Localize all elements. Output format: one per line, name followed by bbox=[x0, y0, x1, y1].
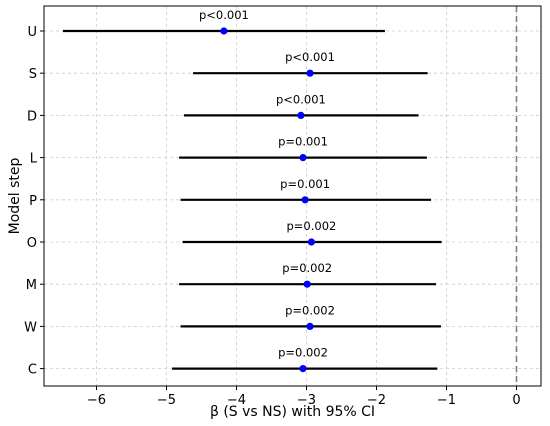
plot-frame bbox=[43, 5, 542, 387]
axis-layer: −6 −5 −4 −3 −2 −1 0 U S D L P O M W C bbox=[24, 25, 521, 408]
x-tick-label: −1 bbox=[437, 393, 456, 408]
y-tick-label: C bbox=[28, 363, 37, 378]
estimate-point bbox=[306, 322, 314, 330]
estimate-point bbox=[297, 111, 305, 119]
estimate-point bbox=[306, 69, 314, 77]
y-tick-label: P bbox=[29, 194, 37, 209]
x-tick-label: 0 bbox=[512, 393, 520, 408]
y-tick-label: M bbox=[26, 278, 37, 293]
p-value-label: p=0.002 bbox=[278, 346, 328, 360]
y-tick-label: S bbox=[29, 67, 37, 82]
estimate-point bbox=[220, 27, 228, 35]
data-layer: p<0.001 p<0.001 p<0.001 p=0.001 p=0.001 p=0.0… bbox=[62, 8, 442, 373]
x-tick-label: −2 bbox=[367, 393, 386, 408]
y-tick-label: O bbox=[27, 236, 37, 251]
p-value-label: p<0.001 bbox=[199, 8, 249, 22]
p-value-label: p=0.001 bbox=[280, 177, 330, 191]
estimate-point bbox=[299, 365, 307, 373]
estimate-point bbox=[303, 280, 311, 288]
estimate-point bbox=[307, 238, 315, 246]
p-value-label: p=0.002 bbox=[282, 261, 332, 275]
y-axis-title: Model step bbox=[7, 158, 23, 235]
y-tick-label: L bbox=[30, 152, 38, 167]
estimate-point bbox=[301, 196, 309, 204]
p-value-label: p=0.002 bbox=[285, 303, 335, 317]
x-tick-label: −4 bbox=[227, 393, 246, 408]
estimate-point bbox=[299, 154, 307, 162]
y-tick-label: U bbox=[27, 25, 37, 40]
p-value-label: p<0.001 bbox=[285, 50, 335, 64]
p-value-label: p=0.001 bbox=[278, 135, 328, 149]
x-tick-label: −5 bbox=[157, 393, 176, 408]
x-tick-label: −6 bbox=[87, 393, 106, 408]
p-value-label: p=0.002 bbox=[286, 219, 336, 233]
y-tick-label: D bbox=[27, 109, 37, 124]
x-tick-label: −3 bbox=[297, 393, 316, 408]
p-value-label: p<0.001 bbox=[276, 92, 326, 106]
y-tick-label: W bbox=[24, 320, 37, 335]
x-axis-title: β (S vs NS) with 95% CI bbox=[210, 404, 375, 420]
